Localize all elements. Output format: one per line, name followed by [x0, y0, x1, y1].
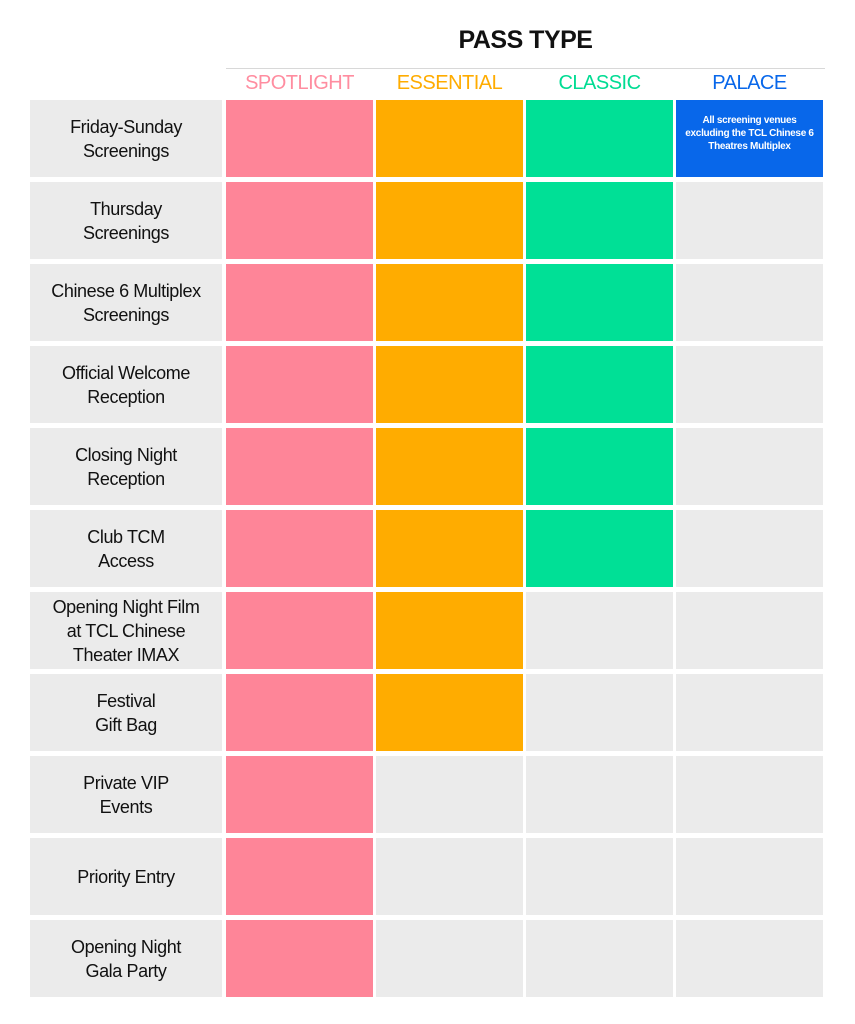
cell-palace-not-included — [676, 838, 823, 915]
cell-classic-not-included — [526, 920, 673, 997]
cell-palace-not-included — [676, 674, 823, 751]
table-row: Thursday Screenings — [30, 182, 825, 259]
cell-spotlight-included — [226, 674, 373, 751]
cell-palace-not-included — [676, 510, 823, 587]
cell-palace-not-included — [676, 592, 823, 669]
cell-palace-not-included — [676, 264, 823, 341]
cell-spotlight-included — [226, 264, 373, 341]
cell-note: All screening venues excluding the TCL C… — [685, 115, 814, 152]
table-row: Chinese 6 Multiplex Screenings — [30, 264, 825, 341]
table-row: Private VIP Events — [30, 756, 825, 833]
cell-classic-included — [526, 264, 673, 341]
cell-spotlight-included — [226, 592, 373, 669]
table-row: Club TCM Access — [30, 510, 825, 587]
row-label: Closing Night Reception — [30, 428, 222, 505]
row-label: Official Welcome Reception — [30, 346, 222, 423]
cell-essential-included — [376, 674, 523, 751]
cell-essential-not-included — [376, 838, 523, 915]
table-row: Opening Night Film at TCL Chinese Theate… — [30, 592, 825, 669]
pass-type-title: PASS TYPE — [458, 26, 593, 54]
cell-essential-not-included — [376, 920, 523, 997]
cell-spotlight-included — [226, 182, 373, 259]
cell-classic-not-included — [526, 592, 673, 669]
cell-palace-not-included — [676, 346, 823, 423]
cell-classic-included — [526, 510, 673, 587]
cell-classic-not-included — [526, 838, 673, 915]
row-label: Chinese 6 Multiplex Screenings — [30, 264, 222, 341]
table-row: Festival Gift Bag — [30, 674, 825, 751]
cell-classic-included — [526, 428, 673, 505]
row-label: Club TCM Access — [30, 510, 222, 587]
row-label: Opening Night Film at TCL Chinese Theate… — [30, 592, 222, 669]
cell-spotlight-included — [226, 838, 373, 915]
table-row: Closing Night Reception — [30, 428, 825, 505]
cell-palace-not-included — [676, 428, 823, 505]
cell-spotlight-included — [226, 920, 373, 997]
column-header-spotlight: SPOTLIGHT — [245, 72, 354, 94]
cell-essential-included — [376, 264, 523, 341]
cell-essential-included — [376, 592, 523, 669]
cell-spotlight-included — [226, 510, 373, 587]
header-divider — [226, 68, 825, 69]
table-row: Friday-Sunday Screenings All screening ve… — [30, 100, 825, 177]
cell-essential-included — [376, 100, 523, 177]
row-label: Opening Night Gala Party — [30, 920, 222, 997]
row-label: Private VIP Events — [30, 756, 222, 833]
cell-classic-included — [526, 182, 673, 259]
column-header-palace: PALACE — [712, 72, 787, 94]
cell-palace-not-included — [676, 756, 823, 833]
cell-spotlight-included — [226, 756, 373, 833]
table-row: Official Welcome Reception — [30, 346, 825, 423]
cell-essential-included — [376, 182, 523, 259]
cell-classic-not-included — [526, 756, 673, 833]
table-row: Opening Night Gala Party — [30, 920, 825, 997]
cell-palace-included: All screening venues excluding the TCL C… — [676, 100, 823, 177]
cell-essential-not-included — [376, 756, 523, 833]
cell-classic-not-included — [526, 674, 673, 751]
row-label: Thursday Screenings — [30, 182, 222, 259]
column-header-classic: CLASSIC — [558, 72, 641, 94]
row-label: Friday-Sunday Screenings — [30, 100, 222, 177]
cell-classic-included — [526, 100, 673, 177]
cell-essential-included — [376, 510, 523, 587]
table-row: Priority Entry — [30, 838, 825, 915]
column-header-essential: ESSENTIAL — [396, 72, 503, 94]
cell-spotlight-included — [226, 428, 373, 505]
cell-essential-included — [376, 428, 523, 505]
row-label: Priority Entry — [30, 838, 222, 915]
cell-essential-included — [376, 346, 523, 423]
cell-spotlight-included — [226, 100, 373, 177]
row-label: Festival Gift Bag — [30, 674, 222, 751]
cell-classic-included — [526, 346, 673, 423]
cell-palace-not-included — [676, 920, 823, 997]
cell-palace-not-included — [676, 182, 823, 259]
cell-spotlight-included — [226, 346, 373, 423]
